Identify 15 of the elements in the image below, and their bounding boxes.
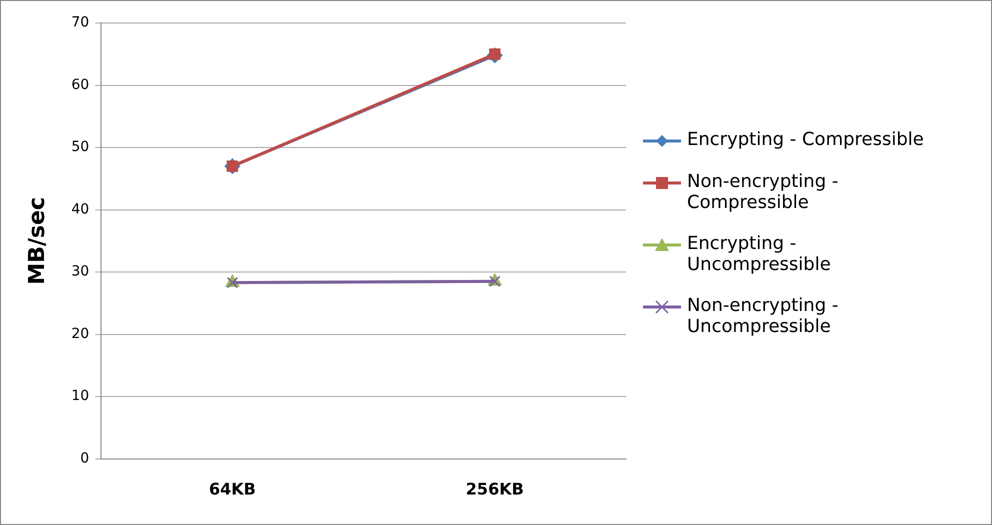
legend-label: Encrypting - Compressible: [687, 129, 924, 150]
legend-label: Non-encrypting - Uncompressible: [687, 295, 840, 337]
y-axis-title: MB/sec: [24, 197, 50, 285]
x-tick-label: 64KB: [208, 480, 256, 499]
y-tick-label: 70: [71, 14, 90, 31]
y-tick-label: 40: [71, 201, 90, 218]
y-tick-label: 60: [71, 76, 90, 93]
legend-label: Encrypting - Uncompressible: [687, 233, 832, 275]
x-tick-label: 256KB: [466, 480, 524, 499]
y-tick-label: 50: [71, 139, 90, 156]
y-tick-label: 30: [71, 264, 90, 280]
legend-label: Non-encrypting - Compressible: [687, 171, 840, 213]
y-tick-label: 0: [80, 450, 90, 466]
y-tick-label: 20: [71, 326, 90, 342]
y-tick-label: 10: [71, 388, 90, 404]
